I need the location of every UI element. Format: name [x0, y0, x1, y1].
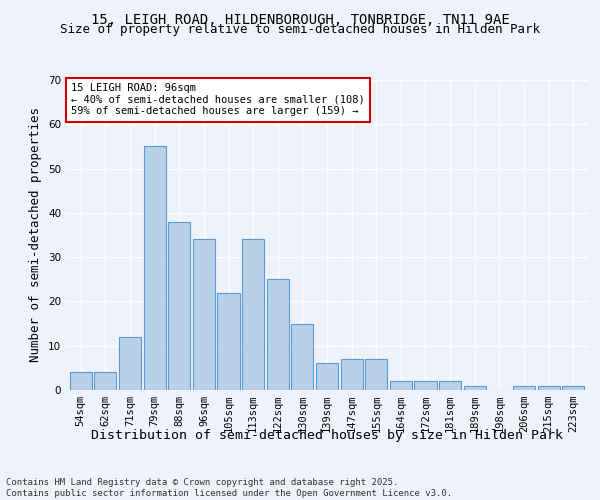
- Y-axis label: Number of semi-detached properties: Number of semi-detached properties: [29, 108, 43, 362]
- Bar: [193, 240, 215, 390]
- Bar: [94, 372, 116, 390]
- Bar: [390, 381, 412, 390]
- Bar: [562, 386, 584, 390]
- Text: Size of property relative to semi-detached houses in Hilden Park: Size of property relative to semi-detach…: [60, 22, 540, 36]
- Bar: [538, 386, 560, 390]
- Bar: [365, 359, 388, 390]
- Bar: [464, 386, 486, 390]
- Text: Contains HM Land Registry data © Crown copyright and database right 2025.
Contai: Contains HM Land Registry data © Crown c…: [6, 478, 452, 498]
- Text: Distribution of semi-detached houses by size in Hilden Park: Distribution of semi-detached houses by …: [91, 428, 563, 442]
- Text: 15 LEIGH ROAD: 96sqm
← 40% of semi-detached houses are smaller (108)
59% of semi: 15 LEIGH ROAD: 96sqm ← 40% of semi-detac…: [71, 83, 365, 116]
- Bar: [266, 280, 289, 390]
- Bar: [217, 292, 239, 390]
- Bar: [316, 364, 338, 390]
- Bar: [143, 146, 166, 390]
- Bar: [291, 324, 313, 390]
- Bar: [341, 359, 363, 390]
- Bar: [415, 381, 437, 390]
- Bar: [70, 372, 92, 390]
- Bar: [119, 337, 141, 390]
- Bar: [242, 240, 264, 390]
- Text: 15, LEIGH ROAD, HILDENBOROUGH, TONBRIDGE, TN11 9AE: 15, LEIGH ROAD, HILDENBOROUGH, TONBRIDGE…: [91, 12, 509, 26]
- Bar: [439, 381, 461, 390]
- Bar: [168, 222, 190, 390]
- Bar: [513, 386, 535, 390]
